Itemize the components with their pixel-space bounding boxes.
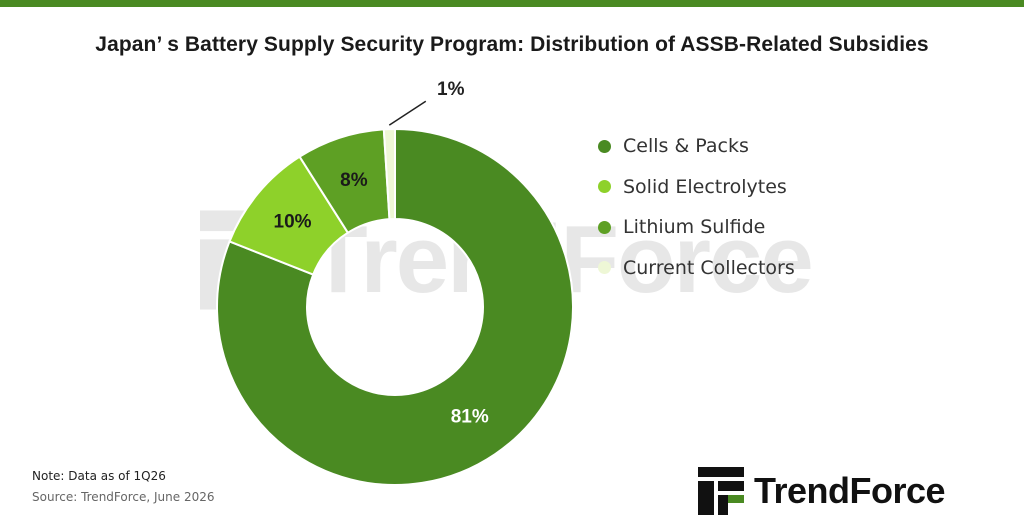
data-label-current-collectors: 1% bbox=[437, 79, 465, 100]
legend-swatch-icon bbox=[598, 180, 611, 194]
leader-line-current-collectors bbox=[388, 100, 427, 126]
legend-label: Solid Electrolytes bbox=[623, 175, 787, 198]
data-label-solid-electrolytes: 10% bbox=[274, 212, 312, 233]
slice-cells-packs bbox=[216, 127, 574, 486]
legend-label: Cells & Packs bbox=[623, 135, 749, 158]
donut-slices bbox=[216, 127, 574, 486]
legend-label: Current Collectors bbox=[623, 256, 795, 279]
data-label-cells-packs: 81% bbox=[451, 407, 489, 428]
legend-swatch-icon bbox=[598, 139, 611, 153]
data-label-lithium-sulfide: 8% bbox=[340, 170, 368, 191]
legend-item-current-collectors: Current Collectors bbox=[598, 248, 795, 289]
slice-current-collectors bbox=[382, 127, 396, 221]
chart-legend: Cells & Packs Solid Electrolytes Lithium S… bbox=[598, 126, 795, 288]
brand-name: TrendForce bbox=[754, 470, 946, 511]
donut-labels: 81% 10% 8% 1% bbox=[274, 79, 489, 428]
chart-title: Japan’ s Battery Supply Security Program… bbox=[95, 33, 929, 56]
legend-swatch-icon bbox=[598, 261, 611, 275]
top-accent-bar bbox=[0, 0, 1024, 7]
brand-logo: TrendForce bbox=[698, 466, 946, 516]
legend-label: Lithium Sulfide bbox=[623, 216, 766, 239]
trendforce-logo-icon bbox=[698, 467, 744, 515]
legend-item-lithium-sulfide: Lithium Sulfide bbox=[598, 207, 795, 248]
legend-item-solid-electrolytes: Solid Electrolytes bbox=[598, 167, 795, 208]
note-text: Note: Data as of 1Q26 bbox=[32, 469, 166, 483]
legend-item-cells-packs: Cells & Packs bbox=[598, 126, 795, 167]
legend-swatch-icon bbox=[598, 220, 611, 234]
source-text: Source: TrendForce, June 2026 bbox=[32, 490, 215, 504]
